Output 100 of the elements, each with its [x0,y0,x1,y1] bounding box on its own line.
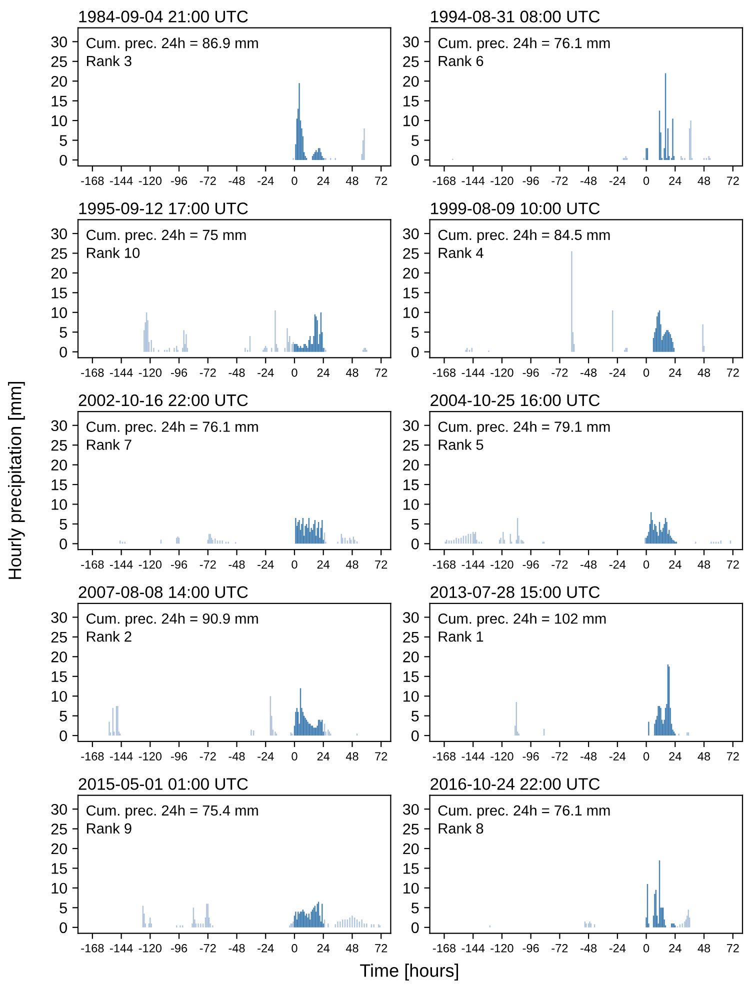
y-tick-label: 30 [402,612,419,623]
x-tick-label: -96 [522,176,539,185]
x-tick-label: -72 [200,944,216,952]
y-tick-label: 20 [51,268,67,279]
y-tick-label: 25 [403,56,419,68]
x-tick-label: -168 [81,752,104,761]
y-tick-label: 10 [404,882,419,894]
y-tick-label: 5 [60,902,67,914]
x-tick-label: 0 [643,368,650,377]
chart-title: 1984-09-04 21:00 UTC [79,10,248,22]
x-tick-label: -96 [171,752,188,761]
x-tick-label: -96 [522,752,539,761]
x-tick-label: 72 [726,560,739,569]
y-tick-label: 30 [402,36,419,48]
y-tick-label: 0 [60,154,67,166]
y-tick-label: 20 [51,76,67,87]
y-tick-label: 25 [51,56,67,68]
x-tick-label: -120 [490,176,514,185]
x-tick-label: 48 [346,560,358,569]
y-tick-label: 10 [52,307,67,318]
x-tick-label: 24 [669,176,682,185]
x-tick-label: 24 [669,368,682,377]
x-tick-label: -48 [580,560,597,569]
x-tick-label: -48 [228,560,245,569]
x-tick-label: 0 [643,944,650,952]
x-tick-label: -72 [200,752,216,760]
annotation: Cum. prec. 24h = 75 mm [86,229,246,243]
x-tick-label: -72 [552,560,568,569]
x-tick-label: -168 [81,176,104,185]
x-tick-label: 72 [726,752,739,760]
x-tick-label: 48 [346,176,358,185]
y-tick-label: 10 [52,115,67,126]
x-tick-label: -24 [258,560,274,569]
chart-title: 2007-08-08 14:00 UTC [78,586,248,598]
y-tick-label: 25 [51,824,67,834]
x-tick-label: -144 [462,368,485,377]
y-tick-label: 15 [404,480,419,490]
x-tick-label: -48 [228,368,245,377]
x-tick-label: -24 [258,368,274,377]
x-tick-label: 24 [317,560,330,569]
y-tick-label: 30 [51,420,67,432]
chart-title: 2016-10-24 22:00 UTC [430,778,600,790]
x-tick-label: 72 [726,176,739,185]
x-tick-label: -144 [462,176,485,185]
annotation: Cum. prec. 24h = 75.4 mm [86,804,258,819]
annotation: Cum. prec. 24h = 76.1 mm [438,804,610,819]
x-tick-label: 24 [317,944,330,952]
annotation: Rank 6 [438,55,484,66]
annotation: Rank 3 [87,55,132,66]
y-tick-label: 25 [51,248,67,259]
x-axis-title: Time [hours] [360,964,458,981]
y-tick-label: 10 [52,882,67,894]
x-tick-label: -72 [200,560,216,569]
x-tick-label: -120 [138,368,162,377]
x-tick-label: 48 [698,368,710,377]
x-tick-label: -48 [580,368,597,377]
x-tick-label: -24 [258,944,274,952]
y-tick-label: 20 [403,652,419,662]
y-tick-label: 15 [52,288,67,298]
y-tick-label: 5 [60,710,67,722]
x-tick-label: -144 [462,560,485,569]
y-tick-label: 5 [411,518,419,530]
y-tick-label: 20 [403,460,419,470]
x-tick-label: -168 [81,368,104,377]
x-tick-label: 24 [669,560,682,569]
y-tick-label: 30 [51,36,67,48]
chart-title: 1995-09-12 17:00 UTC [79,202,248,214]
x-tick-label: -48 [228,752,245,761]
x-tick-label: -48 [228,176,245,185]
x-tick-label: -24 [258,176,274,185]
y-tick-label: 15 [404,671,419,682]
x-tick-label: 0 [643,560,650,569]
annotation: Cum. prec. 24h = 90.9 mm [86,613,258,627]
y-tick-label: 0 [60,538,67,550]
x-tick-label: -72 [552,368,568,377]
x-tick-label: -48 [228,944,245,952]
y-tick-label: 20 [51,652,67,662]
y-tick-label: 0 [411,154,419,166]
y-tick-label: 15 [52,863,67,874]
annotation: Cum. prec. 24h = 76.1 mm [438,38,610,52]
chart-title: 2015-05-01 01:00 UTC [78,778,248,790]
annotation: Rank 5 [438,439,484,450]
y-tick-label: 5 [60,327,67,338]
y-tick-label: 30 [402,420,419,432]
y-tick-label: 15 [52,671,67,682]
x-tick-label: -120 [490,944,514,952]
y-tick-label: 10 [404,115,419,126]
x-tick-label: -120 [138,752,162,761]
annotation: Cum. prec. 24h = 84.5 mm [438,229,610,243]
x-tick-label: -168 [432,752,456,761]
x-tick-label: 48 [698,176,710,185]
x-tick-label: -144 [110,368,133,377]
y-tick-label: 20 [51,843,67,854]
chart-title: 1999-08-09 10:00 UTC [431,202,600,214]
y-tick-label: 30 [51,228,67,240]
y-tick-label: 5 [411,710,419,722]
annotation: Rank 7 [87,439,132,450]
x-tick-label: -168 [432,944,456,952]
y-tick-label: 5 [411,135,419,146]
y-tick-label: 25 [51,440,67,451]
